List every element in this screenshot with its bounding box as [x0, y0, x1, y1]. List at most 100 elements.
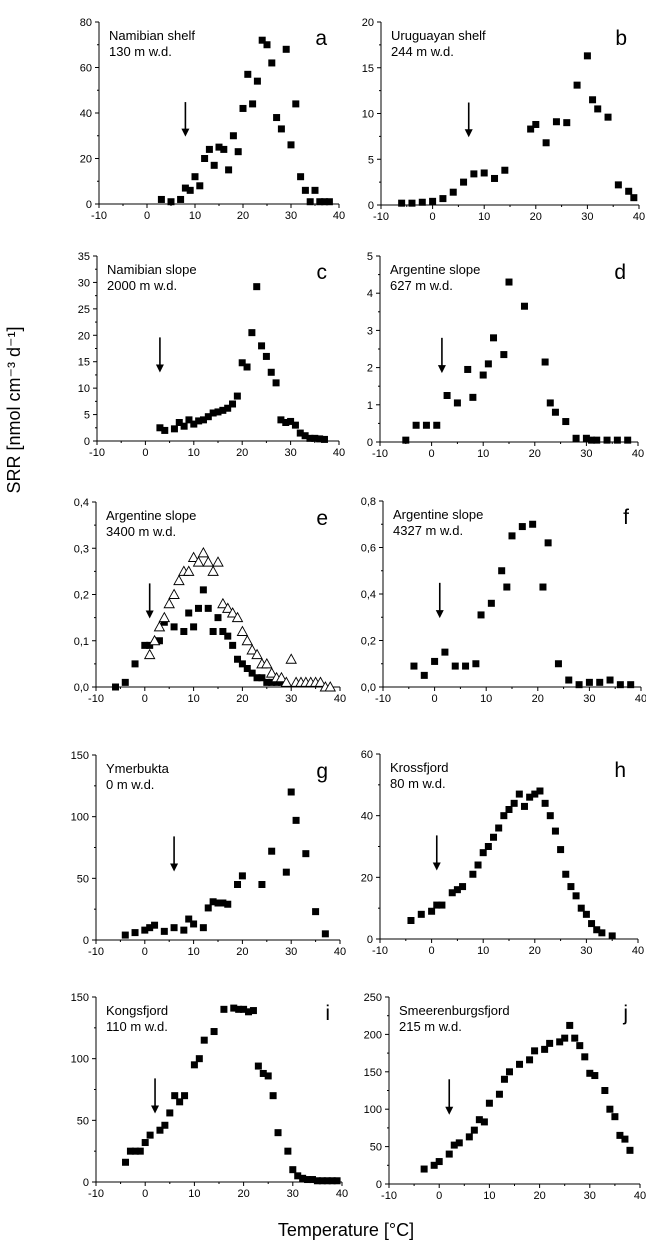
y-tick-label: 0 [368, 200, 374, 212]
data-point-square [542, 139, 550, 147]
data-point-square [531, 790, 539, 798]
data-point-square [282, 868, 290, 876]
x-tick-label: 0 [432, 693, 438, 705]
data-point-square [224, 900, 232, 908]
data-point-square [224, 404, 232, 412]
data-point-square [273, 114, 281, 122]
data-point-square [516, 1060, 524, 1068]
data-point-square [515, 790, 523, 798]
x-tick-label: 30 [285, 693, 297, 705]
data-point-square [301, 432, 309, 440]
data-point-square [170, 623, 178, 631]
data-point-square [475, 1116, 483, 1124]
data-point-square [526, 1056, 534, 1064]
data-point-square [263, 678, 271, 686]
data-point-square [181, 1092, 189, 1100]
y-tick-label: 40 [80, 108, 92, 120]
data-point-square [601, 1087, 609, 1094]
data-point-square [472, 660, 480, 668]
data-point-square [249, 1007, 257, 1015]
x-tick-label: 10 [187, 946, 199, 958]
data-point-square [500, 351, 508, 359]
x-tick-label: 10 [188, 1188, 200, 1200]
data-point-square [546, 812, 554, 820]
panel-letter: e [316, 507, 328, 530]
panel-letter: h [614, 759, 626, 782]
data-point-square [180, 628, 188, 635]
data-point-triangle [153, 620, 166, 632]
data-point-square [171, 1092, 179, 1100]
data-point-square [420, 671, 428, 679]
data-point-square [204, 604, 212, 612]
data-point-triangle [236, 625, 249, 636]
data-point-square [508, 532, 516, 540]
data-point-square [121, 678, 129, 686]
y-tick-label: 0,6 [361, 543, 376, 555]
x-tick-label: 40 [632, 448, 644, 460]
data-point-square [160, 618, 168, 626]
panel-subtitle: 4327 m w.d. [393, 523, 463, 538]
data-point-square [282, 45, 290, 53]
data-point-square [583, 52, 591, 60]
data-point-square [316, 198, 324, 206]
data-point-square [196, 182, 204, 190]
data-point-square [238, 660, 246, 668]
x-tick-label: -10 [89, 447, 105, 459]
data-point-square [433, 901, 441, 909]
data-point-square [190, 1061, 198, 1069]
data-point-square [112, 683, 120, 691]
x-tick-label: -10 [91, 210, 107, 222]
data-point-square [201, 155, 209, 162]
x-tick-label: 10 [483, 1190, 495, 1202]
data-point-square [131, 660, 139, 668]
data-point-square [450, 1141, 458, 1149]
data-point-square [167, 198, 175, 206]
data-point-square [586, 1069, 594, 1077]
data-point-square [520, 802, 528, 810]
x-tick-label: 30 [287, 1188, 299, 1200]
data-point-square [204, 904, 212, 912]
data-point-triangle [197, 546, 210, 558]
data-point-square [308, 1176, 316, 1184]
data-point-square [312, 908, 320, 916]
data-point-square [428, 907, 436, 915]
data-point-square [219, 899, 227, 907]
data-point-square [235, 1005, 243, 1013]
data-point-square [571, 1034, 579, 1042]
data-point-square [479, 371, 487, 379]
data-point-square [244, 70, 252, 78]
data-point-square [254, 1062, 262, 1070]
data-point-square [268, 59, 276, 67]
data-point-square [582, 434, 590, 442]
data-point-square [240, 1005, 248, 1013]
data-point-square [510, 799, 518, 807]
data-point-square [306, 198, 314, 206]
data-point-square [539, 583, 547, 591]
data-point-square [177, 195, 185, 203]
x-tick-label: 40 [632, 945, 644, 957]
data-point-square [175, 419, 183, 426]
panel-letter: g [316, 760, 328, 783]
y-tick-label: 5 [368, 154, 374, 166]
data-point-square [575, 681, 583, 689]
data-point-square [157, 195, 165, 203]
arrow-head [445, 1106, 454, 1115]
panel-title: Smeerenburgsfjord [399, 1003, 510, 1018]
data-point-square [591, 1072, 599, 1080]
data-point-square [594, 105, 602, 113]
data-point-square [430, 1161, 438, 1169]
x-tick-label: 0 [436, 1190, 442, 1202]
data-point-square [258, 881, 266, 888]
data-point-square [267, 368, 275, 376]
data-point-triangle [314, 676, 327, 687]
y-tick-label: 10 [362, 109, 374, 121]
panel-letter: c [317, 261, 328, 284]
panel-letter: i [325, 1002, 330, 1025]
x-tick-label: 20 [237, 1188, 249, 1200]
data-point-square [402, 436, 410, 444]
data-point-square [191, 173, 199, 181]
data-point-square [146, 924, 154, 932]
x-tick-label: -10 [373, 211, 389, 223]
panel-title: Namibian shelf [109, 28, 195, 43]
